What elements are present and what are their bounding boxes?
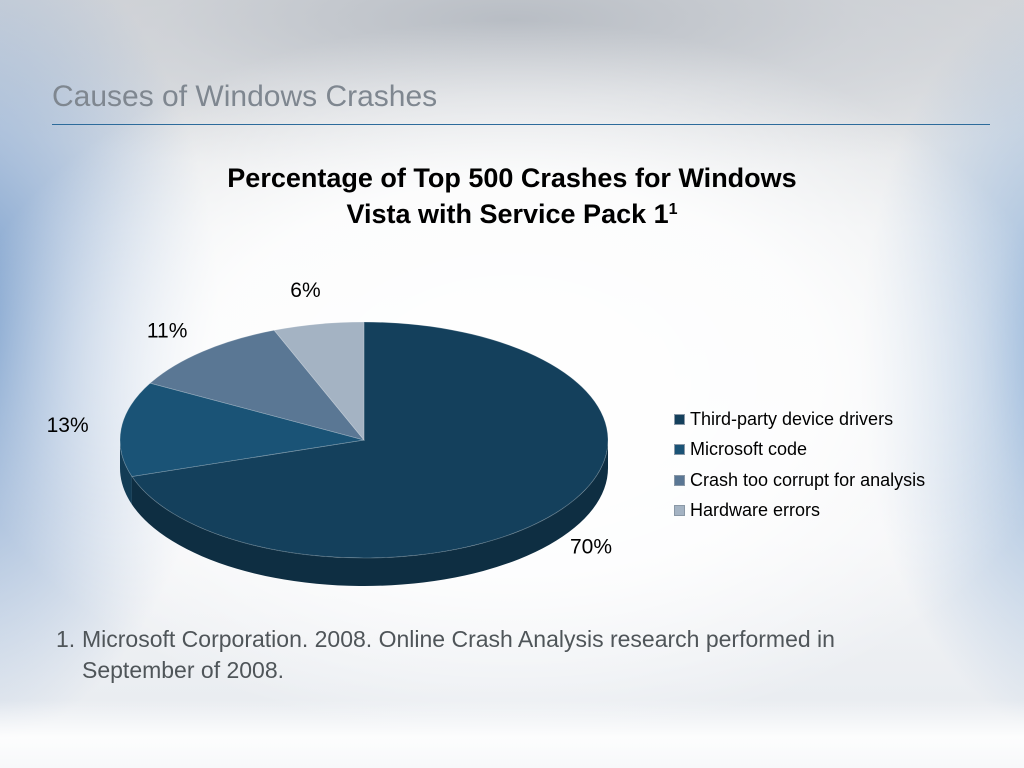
pie-side-third-party-device-drivers bbox=[131, 440, 609, 586]
footnote-text-line-1: Microsoft Corporation. 2008. Online Cras… bbox=[82, 626, 835, 652]
legend-swatch bbox=[674, 505, 685, 517]
slide-title: Causes of Windows Crashes bbox=[52, 80, 438, 113]
legend-swatch bbox=[674, 413, 685, 425]
legend-item-hardware-errors: Hardware errors bbox=[674, 496, 925, 527]
footnote-number: 1. bbox=[56, 626, 76, 652]
chart-title-line-1: Percentage of Top 500 Crashes for Window… bbox=[227, 163, 797, 193]
chart-title-line-2: Vista with Service Pack 1 bbox=[346, 199, 669, 229]
legend-item-crash-too-corrupt-for-analysis: Crash too corrupt for analysis bbox=[674, 465, 925, 496]
legend-swatch bbox=[674, 474, 685, 486]
pie-slice-third-party-device-drivers bbox=[131, 321, 609, 559]
pie-side-microsoft-code bbox=[120, 440, 132, 505]
legend-label: Third-party device drivers bbox=[690, 408, 894, 429]
data-label-crash-too-corrupt-for-analysis: 11% bbox=[147, 320, 187, 343]
legend-swatch bbox=[674, 444, 685, 456]
footnote-text-line-2: September of 2008. bbox=[82, 657, 285, 683]
legend-item-third-party-device-drivers: Third-party device drivers bbox=[674, 404, 925, 435]
data-label-hardware-errors: 6% bbox=[290, 279, 320, 302]
slide-background-bottom bbox=[0, 700, 1024, 768]
chart-legend: Third-party device drivers Microsoft code… bbox=[674, 404, 925, 526]
chart-title-footnote-ref: 1 bbox=[668, 201, 678, 218]
title-divider bbox=[52, 124, 990, 125]
data-label-microsoft-code: 13% bbox=[47, 414, 89, 437]
legend-label: Crash too corrupt for analysis bbox=[690, 469, 926, 490]
legend-item-microsoft-code: Microsoft code bbox=[674, 435, 925, 466]
pie-slice-hardware-errors bbox=[273, 321, 365, 442]
pie-side-walls bbox=[120, 440, 609, 586]
chart-title: Percentage of Top 500 Crashes for Window… bbox=[160, 160, 864, 232]
legend-label: Microsoft code bbox=[690, 439, 808, 460]
data-label-third-party-device-drivers: 70% bbox=[570, 535, 612, 558]
pie-slice-microsoft-code bbox=[119, 382, 365, 477]
legend-label: Hardware errors bbox=[690, 500, 821, 521]
pie-slice-crash-too-corrupt-for-analysis bbox=[149, 329, 366, 441]
footnote: 1. Microsoft Corporation. 2008. Online Cr… bbox=[56, 624, 956, 686]
